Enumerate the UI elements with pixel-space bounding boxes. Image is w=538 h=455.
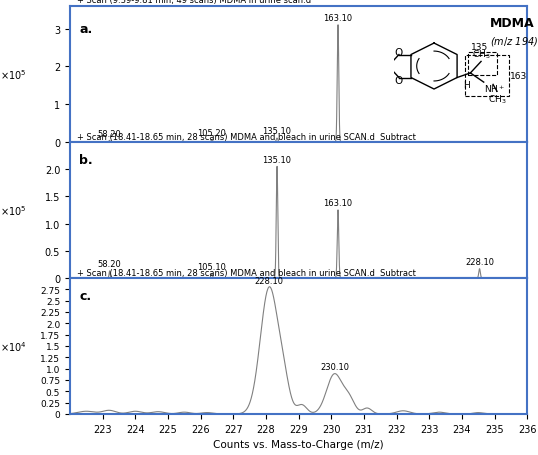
Text: 135: 135 [471, 43, 489, 52]
Text: O: O [394, 48, 402, 57]
Text: MDMA: MDMA [490, 17, 535, 30]
X-axis label: Counts vs. Mass-to-Charge (m/z): Counts vs. Mass-to-Charge (m/z) [213, 439, 384, 449]
Text: $\times$10$^4$: $\times$10$^4$ [0, 339, 26, 353]
Text: c.: c. [79, 289, 91, 302]
Bar [465, 56, 509, 97]
Text: 105.20: 105.20 [197, 129, 226, 138]
Text: 135.10: 135.10 [263, 127, 292, 136]
Text: + Scan (18.41-18.65 min, 28 scans) MDMA and bleach in urine SCAN.d  Subtract: + Scan (18.41-18.65 min, 28 scans) MDMA … [77, 268, 416, 277]
Bar [468, 53, 497, 76]
Text: 58.20: 58.20 [98, 259, 122, 268]
Text: + Scan (9.39-9.81 min, 49 scans) MDMA in urine scan.d: + Scan (9.39-9.81 min, 49 scans) MDMA in… [77, 0, 311, 5]
Text: 105.10: 105.10 [197, 263, 226, 272]
Text: 230.10: 230.10 [320, 363, 349, 372]
Text: 135.10: 135.10 [263, 155, 292, 164]
Text: 228.10: 228.10 [254, 277, 284, 286]
Text: 228.10: 228.10 [465, 258, 494, 266]
Text: $\times$10$^5$: $\times$10$^5$ [0, 203, 26, 217]
Text: O: O [394, 76, 402, 86]
Text: 163.10: 163.10 [323, 199, 352, 208]
Text: CH$_3$: CH$_3$ [472, 49, 490, 61]
Text: NH$^+$: NH$^+$ [484, 84, 505, 95]
Text: $\times$10$^5$: $\times$10$^5$ [0, 68, 26, 81]
Text: b.: b. [79, 153, 93, 167]
Text: a.: a. [79, 23, 93, 36]
Text: H: H [463, 81, 470, 90]
Text: 163.10: 163.10 [323, 14, 352, 23]
Text: + Scan (18.41-18.65 min, 28 scans) MDMA and bleach in urine SCAN.d  Subtract: + Scan (18.41-18.65 min, 28 scans) MDMA … [77, 132, 416, 141]
Text: 163: 163 [511, 71, 528, 81]
Text: CH$_3$: CH$_3$ [488, 93, 506, 106]
Text: ($m/z$ 194): ($m/z$ 194) [490, 35, 538, 48]
Text: 58.20: 58.20 [98, 129, 122, 138]
